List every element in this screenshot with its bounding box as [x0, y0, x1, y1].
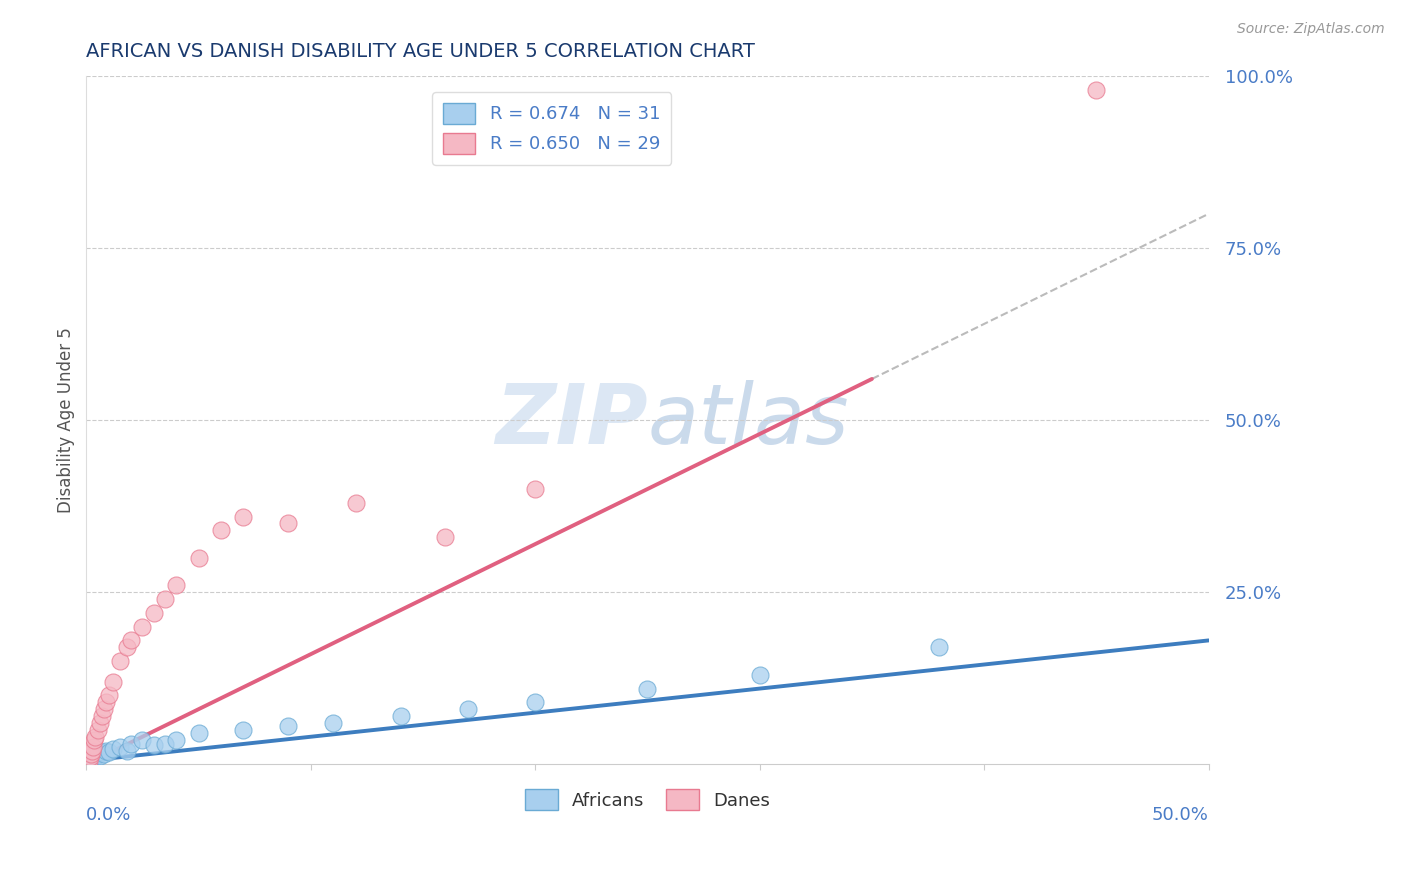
- Point: [89, 716, 111, 731]
- Point: [86, 747, 108, 761]
- Point: [91, 745, 114, 759]
- Point: [79, 750, 101, 764]
- Point: [142, 738, 165, 752]
- Point: [209, 524, 232, 538]
- Point: [108, 740, 131, 755]
- Point: [86, 723, 108, 737]
- Point: [79, 750, 101, 764]
- Point: [165, 733, 187, 747]
- Text: 0.0%: 0.0%: [86, 805, 132, 823]
- Y-axis label: Disability Age Under 5: Disability Age Under 5: [58, 327, 75, 513]
- Point: [232, 509, 254, 524]
- Point: [748, 668, 770, 682]
- Point: [131, 620, 153, 634]
- Point: [108, 654, 131, 668]
- Point: [96, 743, 118, 757]
- Point: [82, 752, 104, 766]
- Point: [96, 695, 118, 709]
- Text: 50.0%: 50.0%: [1152, 805, 1209, 823]
- Point: [77, 754, 100, 768]
- Point: [84, 750, 107, 764]
- Point: [115, 640, 138, 655]
- Point: [120, 737, 142, 751]
- Point: [84, 730, 107, 744]
- Point: [131, 733, 153, 747]
- Point: [457, 702, 479, 716]
- Point: [434, 530, 457, 544]
- Point: [97, 745, 120, 759]
- Legend: Africans, Danes: Africans, Danes: [517, 782, 778, 817]
- Point: [524, 695, 547, 709]
- Text: AFRICAN VS DANISH DISABILITY AGE UNDER 5 CORRELATION CHART: AFRICAN VS DANISH DISABILITY AGE UNDER 5…: [86, 42, 755, 61]
- Point: [89, 749, 111, 764]
- Point: [232, 723, 254, 737]
- Point: [83, 733, 105, 747]
- Point: [524, 482, 547, 496]
- Point: [80, 743, 103, 757]
- Point: [103, 674, 125, 689]
- Point: [142, 606, 165, 620]
- Point: [97, 689, 120, 703]
- Point: [277, 719, 299, 733]
- Point: [322, 716, 344, 731]
- Point: [153, 737, 176, 751]
- Point: [165, 578, 187, 592]
- Point: [82, 740, 104, 755]
- Point: [91, 709, 114, 723]
- Point: [636, 681, 658, 696]
- Point: [80, 747, 103, 761]
- Point: [103, 742, 125, 756]
- Point: [93, 747, 115, 761]
- Point: [83, 747, 105, 761]
- Point: [77, 754, 100, 768]
- Point: [277, 516, 299, 531]
- Point: [93, 702, 115, 716]
- Point: [344, 496, 367, 510]
- Point: [928, 640, 950, 655]
- Point: [187, 550, 209, 565]
- Text: ZIP: ZIP: [495, 380, 647, 461]
- Text: atlas: atlas: [647, 380, 849, 461]
- Point: [153, 592, 176, 607]
- Point: [1085, 83, 1108, 97]
- Point: [389, 709, 412, 723]
- Point: [120, 633, 142, 648]
- Text: Source: ZipAtlas.com: Source: ZipAtlas.com: [1237, 22, 1385, 37]
- Point: [80, 749, 103, 764]
- Point: [115, 743, 138, 757]
- Point: [187, 726, 209, 740]
- Point: [80, 752, 103, 766]
